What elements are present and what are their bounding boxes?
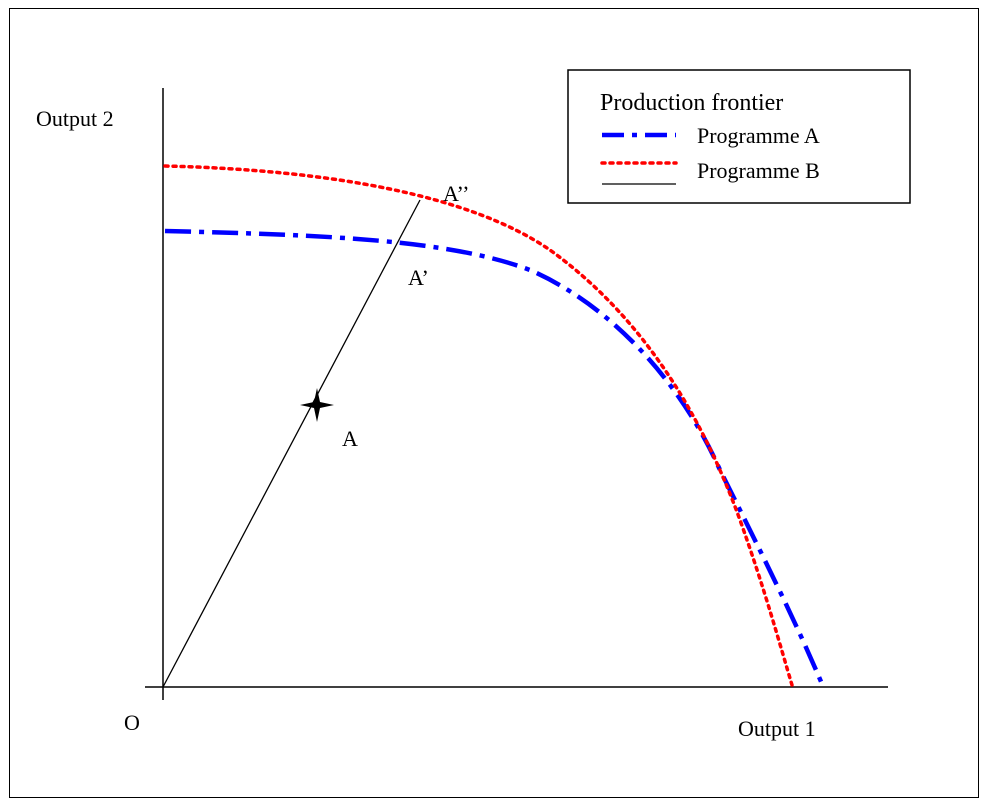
legend-title: Production frontier: [600, 90, 783, 116]
legend-label-programme-a: Programme A: [697, 123, 820, 148]
programme-b-frontier: [163, 164, 794, 687]
origin-label: O: [124, 710, 140, 735]
legend: Production frontier Programme A Programm…: [567, 69, 911, 204]
y-axis-label: Output 2: [36, 106, 114, 131]
legend-label-programme-b: Programme B: [697, 158, 820, 183]
point-a-star-icon: [300, 388, 334, 422]
legend-box: [567, 69, 911, 204]
point-a-double-prime-label: A’’: [443, 181, 469, 206]
x-axis-label: Output 1: [738, 716, 816, 741]
ray-from-origin: [162, 199, 421, 688]
point-a-prime-label: A’: [408, 265, 429, 290]
point-a-label: A: [342, 426, 358, 451]
programme-a-frontier: [164, 228, 825, 685]
